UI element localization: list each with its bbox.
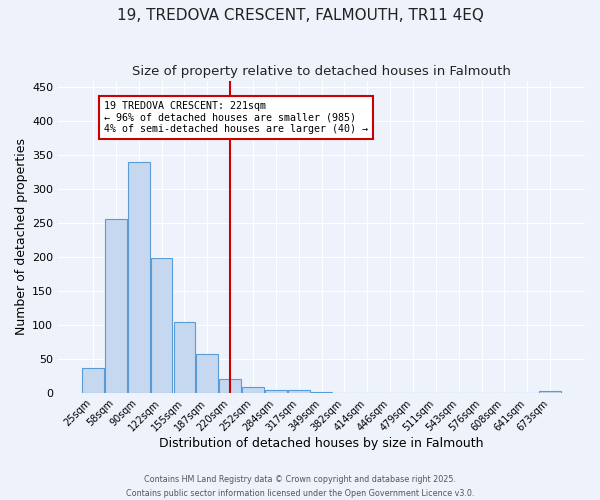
Bar	[151, 258, 172, 393]
Text: 19, TREDOVA CRESCENT, FALMOUTH, TR11 4EQ: 19, TREDOVA CRESCENT, FALMOUTH, TR11 4EQ	[116, 8, 484, 22]
Text: Contains HM Land Registry data © Crown copyright and database right 2025.
Contai: Contains HM Land Registry data © Crown c…	[126, 476, 474, 498]
Bar	[82, 368, 104, 393]
Bar	[539, 391, 561, 393]
Title: Size of property relative to detached houses in Falmouth: Size of property relative to detached ho…	[132, 65, 511, 78]
Text: 19 TREDOVA CRESCENT: 221sqm
← 96% of detached houses are smaller (985)
4% of sem: 19 TREDOVA CRESCENT: 221sqm ← 96% of det…	[104, 101, 368, 134]
Bar	[105, 219, 127, 393]
Bar	[265, 390, 287, 393]
Bar	[128, 162, 149, 393]
Bar	[196, 354, 218, 393]
X-axis label: Distribution of detached houses by size in Falmouth: Distribution of detached houses by size …	[160, 437, 484, 450]
Bar	[173, 322, 195, 393]
Bar	[242, 387, 264, 393]
Bar	[311, 392, 332, 393]
Bar	[288, 390, 310, 393]
Y-axis label: Number of detached properties: Number of detached properties	[15, 138, 28, 336]
Bar	[219, 380, 241, 393]
